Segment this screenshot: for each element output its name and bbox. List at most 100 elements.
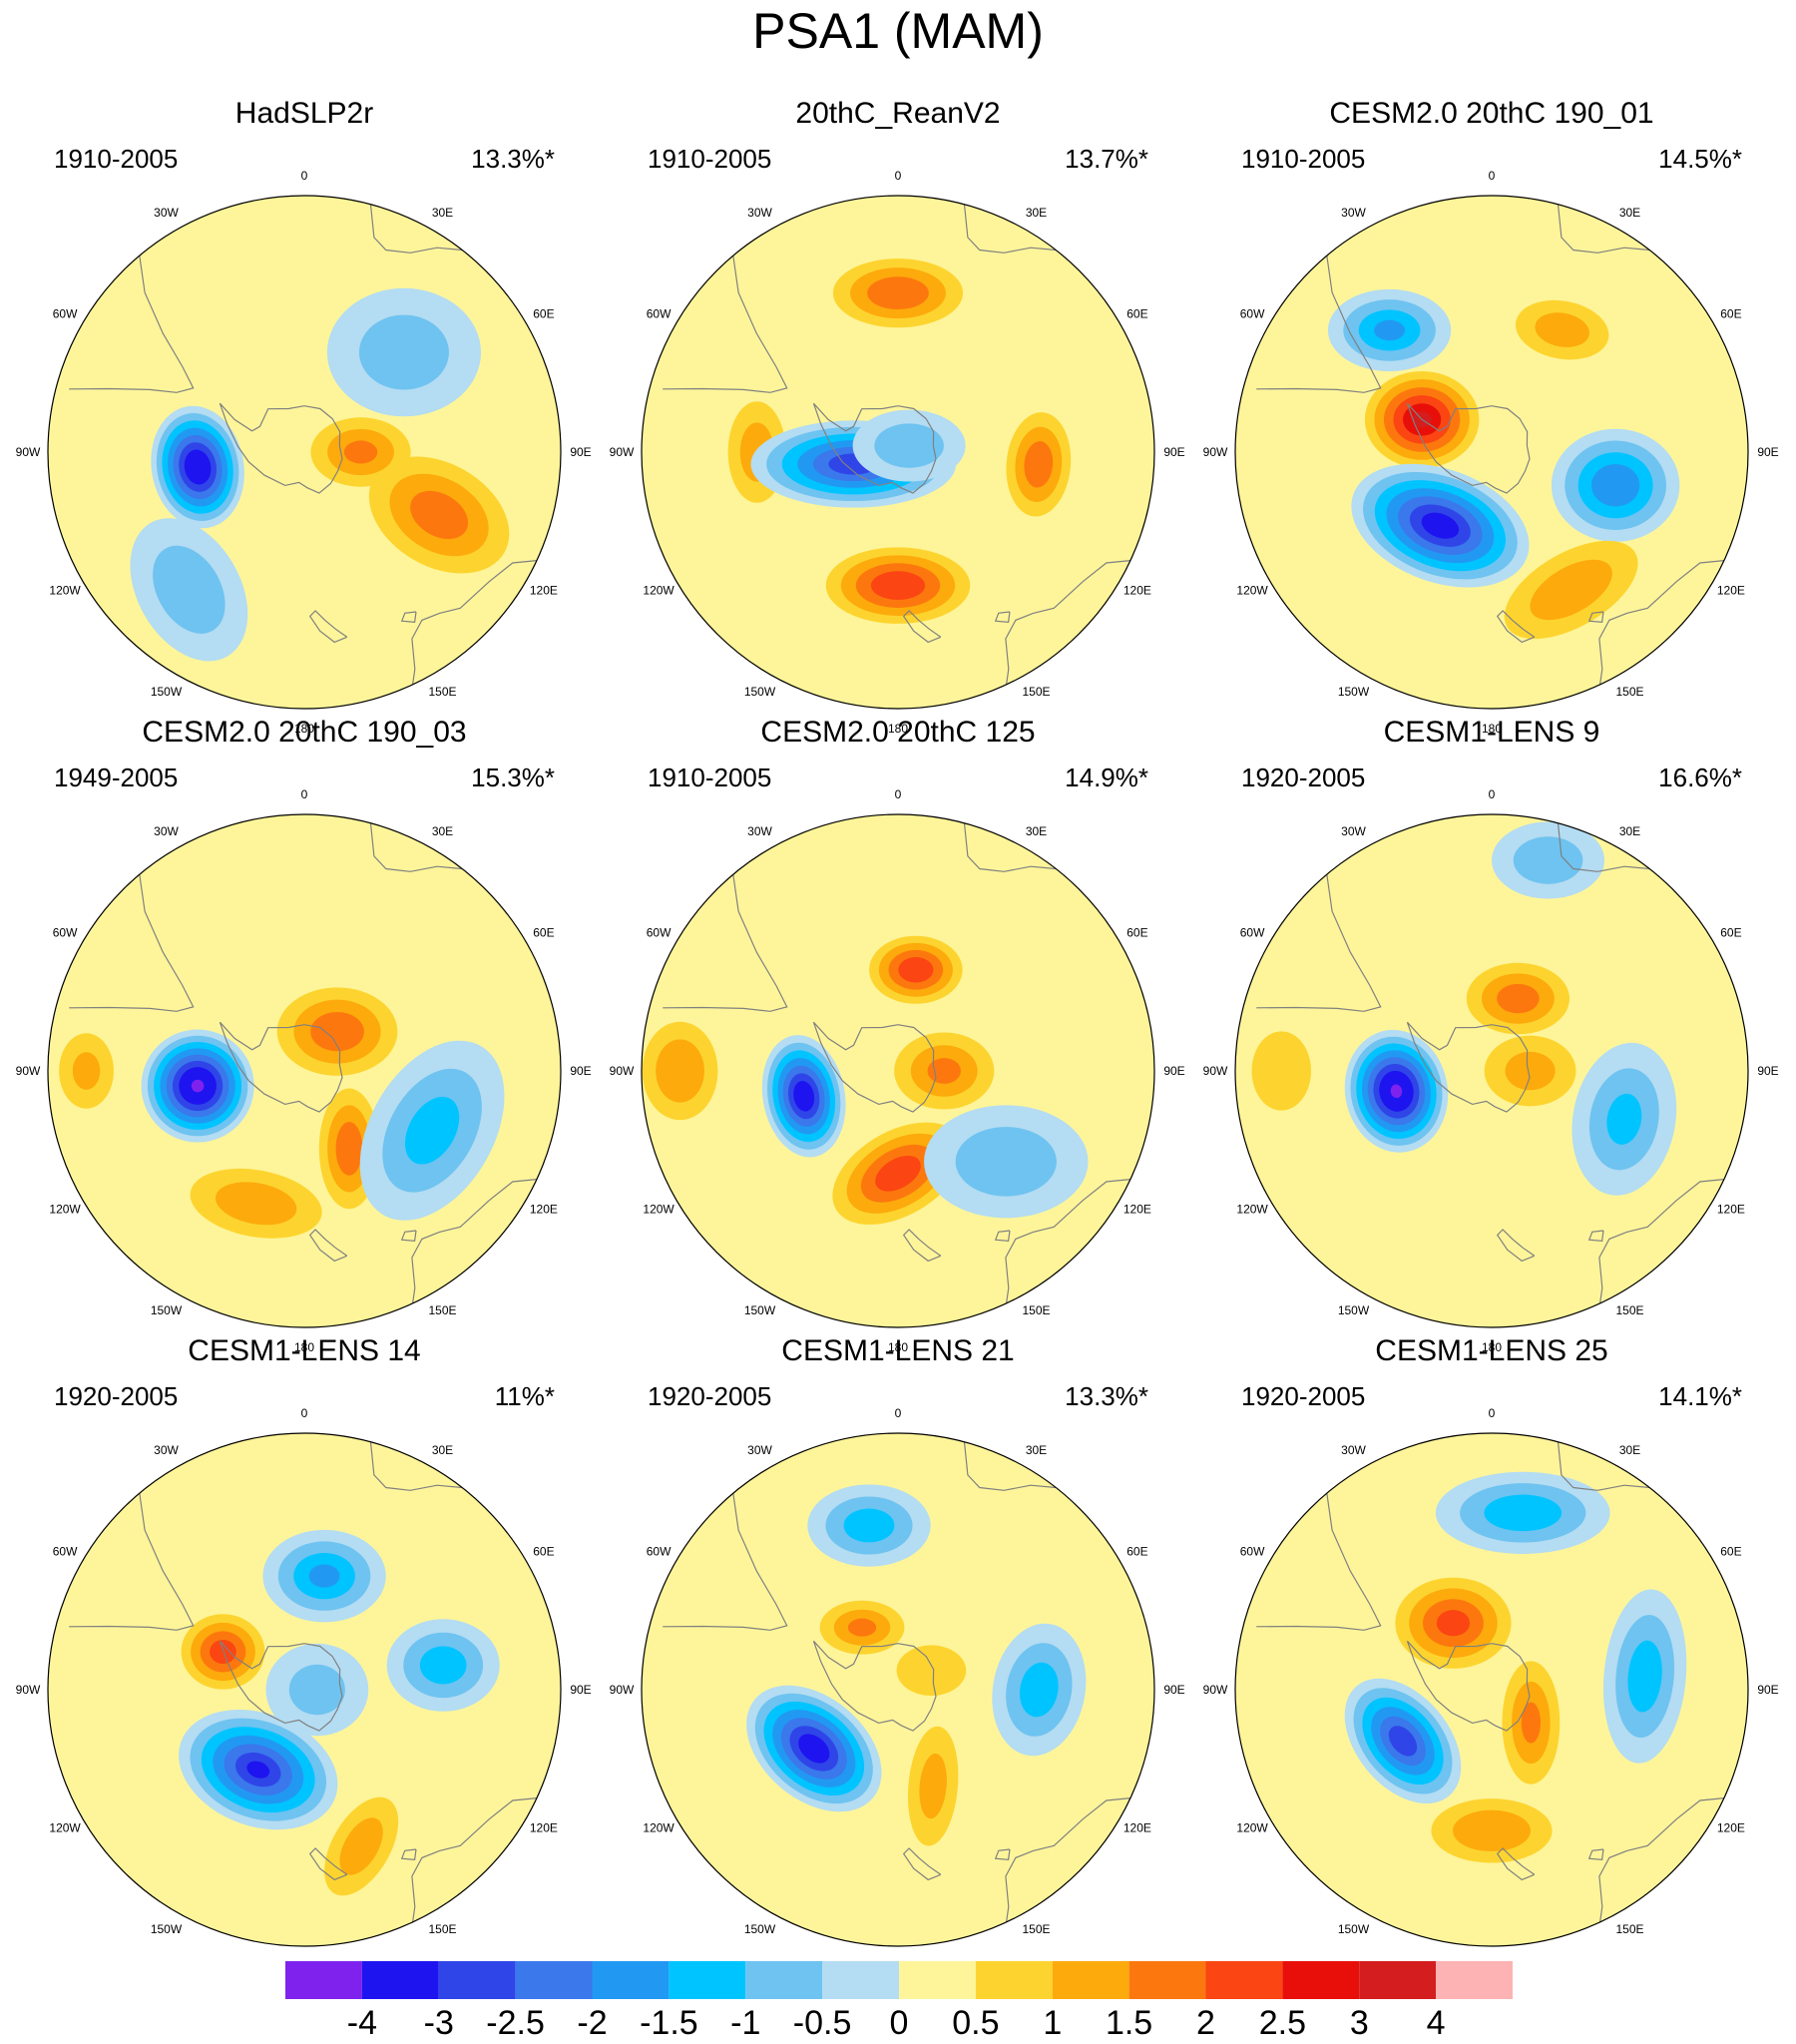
longitude-label: 60E (1720, 1545, 1741, 1559)
colorbar-tick-label: -3 (423, 2004, 454, 2042)
longitude-label: 60E (533, 307, 554, 321)
longitude-label: 30E (1026, 1443, 1047, 1457)
panel-title: HadSLP2r (234, 97, 374, 130)
colorbar-box (1436, 1961, 1513, 1999)
pressure-anomaly-contour (1497, 983, 1540, 1014)
longitude-label: 150W (1338, 1922, 1370, 1936)
longitude-label: 30W (747, 1443, 772, 1457)
longitude-label: 150W (744, 1303, 776, 1317)
coastline (663, 874, 788, 1012)
pressure-anomaly-contour (246, 1761, 270, 1779)
coastline (1406, 402, 1531, 494)
colorbar-box (1205, 1961, 1283, 1999)
panel-title: CESM2.0 20thC 190_01 (1329, 97, 1654, 130)
longitude-label: 180 (294, 1340, 314, 1354)
coastline (219, 1640, 343, 1732)
longitude-label: 30E (432, 824, 453, 838)
panel-period: 1920-2005 (54, 1381, 179, 1411)
longitude-label: 120W (1236, 584, 1268, 598)
longitude-label: 120W (49, 1203, 81, 1217)
map-boundary (1234, 813, 1749, 1328)
longitude-label: 150E (1022, 1922, 1050, 1936)
colorbar-labels: -4 -3 -2.5 -2 -1.5 -1 -0.5 0 0.5 1 1.5 2 2.5 3 4 (0, 2004, 1796, 2044)
map-panel-cesm1-lens-25: CESM1-LENS 25 1920-2005 14.1%* 0 30E 60E 90… (1197, 1332, 1786, 1973)
longitude-label: 60E (533, 926, 554, 940)
pressure-anomaly-contour (1436, 1610, 1471, 1637)
coastline (663, 1493, 788, 1631)
map-panel-hadslp2r: HadSLP2r 1910-2005 13.3%* 0 30E 60E 90E 120E… (10, 95, 599, 736)
longitude-label: 30E (1026, 824, 1047, 838)
panel-variance: 11%* (494, 1381, 555, 1411)
coastline (663, 256, 788, 393)
longitude-label: 60W (1240, 307, 1265, 321)
longitude-label: 120W (643, 1203, 674, 1217)
colorbar-tick-label: 0.5 (952, 2004, 1000, 2042)
map-boundary (1234, 195, 1749, 710)
longitude-label: 30W (154, 824, 179, 838)
longitude-label: 0 (895, 169, 902, 183)
longitude-label: 30W (747, 824, 772, 838)
longitude-label: 30E (432, 1443, 453, 1457)
map-panel-cesm1-lens-14: CESM1-LENS 14 1920-2005 11%* 0 30E 60E 90E 1… (10, 1332, 599, 1973)
panel-title: CESM1-LENS 14 (188, 1334, 421, 1367)
longitude-label: 120W (1236, 1821, 1268, 1835)
colorbar-tick-label: 1 (1043, 2004, 1063, 2042)
longitude-label: 120W (643, 1821, 674, 1835)
pressure-anomaly-contour (404, 1096, 460, 1165)
longitude-label: 30W (1341, 824, 1366, 838)
longitude-label: 90E (1757, 1683, 1778, 1697)
colorbar-box (669, 1961, 746, 1999)
longitude-label: 120E (1123, 1821, 1151, 1835)
coastline (400, 1848, 417, 1860)
longitude-label: 120E (1717, 584, 1745, 598)
pressure-anomaly-contour (1251, 1031, 1311, 1111)
longitude-label: 90W (610, 445, 635, 459)
coastline (1256, 874, 1382, 1012)
coastline (963, 1441, 1057, 1491)
longitude-label: 0 (301, 787, 308, 801)
coastline (1256, 256, 1382, 393)
coastline (1406, 1021, 1531, 1113)
longitude-label: 60W (647, 926, 672, 940)
pressure-anomaly-contour (210, 1639, 236, 1664)
colorbar-box (438, 1961, 516, 1999)
panel-period: 1910-2005 (648, 144, 772, 174)
longitude-label: 60W (1240, 1545, 1265, 1559)
longitude-label: 90E (1163, 1683, 1184, 1697)
panel-period: 1910-2005 (54, 144, 179, 174)
longitude-label: 180 (888, 722, 908, 736)
longitude-label: 120W (49, 584, 81, 598)
pressure-anomaly-contour (898, 957, 934, 983)
longitude-label: 150E (1615, 1922, 1643, 1936)
longitude-label: 0 (301, 169, 308, 183)
longitude-label: 60E (1126, 926, 1147, 940)
longitude-label: 90E (570, 1683, 591, 1697)
colorbar-box (515, 1961, 593, 1999)
map-boundary (47, 1432, 562, 1947)
longitude-label: 120E (1717, 1821, 1745, 1835)
longitude-label: 60W (1240, 926, 1265, 940)
panel-variance: 14.5%* (1658, 144, 1742, 174)
colorbar-tick-label: -0.5 (792, 2004, 852, 2042)
pressure-anomaly-contour (358, 314, 449, 390)
coastline (1557, 822, 1650, 872)
colorbar-tick-label: 4 (1426, 2004, 1446, 2042)
coastline (219, 402, 343, 494)
map-boundary (641, 813, 1155, 1328)
map-panel-cesm2-190-01: CESM2.0 20thC 190_01 1910-2005 14.5%* 0 3… (1197, 95, 1786, 736)
longitude-label: 120E (530, 1821, 558, 1835)
pressure-anomaly-contour (843, 1508, 895, 1543)
pressure-anomaly-contour (870, 571, 926, 600)
colorbar-box (592, 1961, 670, 1999)
coastline (1005, 1179, 1130, 1303)
longitude-label: 30E (1619, 824, 1640, 838)
pressure-anomaly-contour (1505, 1051, 1556, 1091)
longitude-label: 60W (53, 1545, 78, 1559)
longitude-label: 120W (1236, 1203, 1268, 1217)
pressure-anomaly-contour (1374, 319, 1405, 341)
map-boundary (47, 195, 562, 710)
coastline (308, 610, 348, 644)
